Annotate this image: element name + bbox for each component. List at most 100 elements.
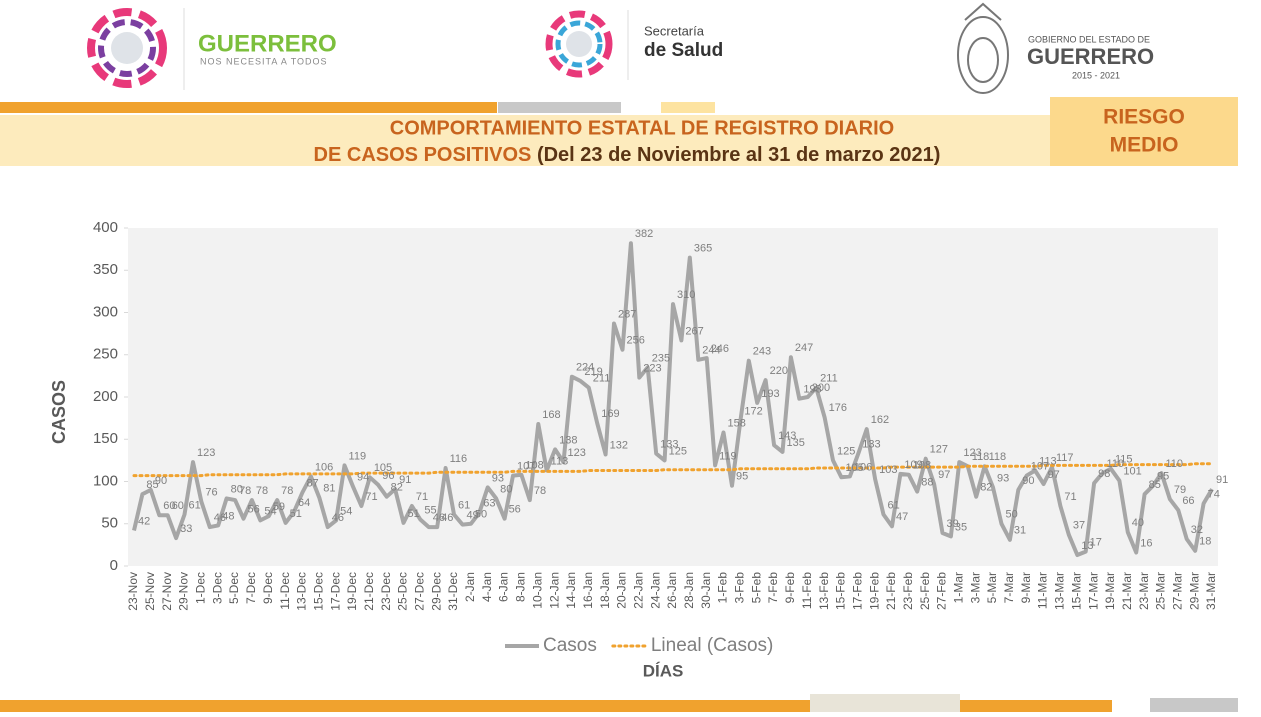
gov-name: GUERRERO xyxy=(1027,44,1154,69)
data-label: 132 xyxy=(610,439,628,451)
data-label: 133 xyxy=(862,439,880,451)
x-tick-label: 13-Mar xyxy=(1053,572,1067,610)
data-label: 138 xyxy=(559,434,577,446)
data-label: 109 xyxy=(904,459,922,471)
data-label: 80 xyxy=(500,483,512,495)
data-label: 91 xyxy=(399,474,411,486)
title-range: (Del 23 de Noviembre al 31 de marzo 2021… xyxy=(537,144,941,166)
y-axis-title: CASOS xyxy=(49,380,69,444)
x-tick-label: 23-Dec xyxy=(379,572,393,611)
x-tick-label: 5-Dec xyxy=(227,572,241,604)
x-tick-label: 7-Feb xyxy=(766,572,780,604)
gov-line: GOBIERNO DEL ESTADO DE xyxy=(1028,34,1150,44)
x-tick-label: 18-Jan xyxy=(598,572,612,609)
data-label: 66 xyxy=(1182,495,1194,507)
data-label: 125 xyxy=(837,445,855,457)
data-label: 247 xyxy=(795,342,813,354)
data-label: 13 xyxy=(1081,540,1093,552)
data-label: 71 xyxy=(365,491,377,503)
x-tick-label: 21-Dec xyxy=(362,572,376,611)
x-tick-label: 30-Jan xyxy=(699,572,713,609)
data-label: 119 xyxy=(349,450,367,462)
x-tick-label: 21-Feb xyxy=(884,572,898,610)
data-label: 108 xyxy=(913,460,931,472)
x-tick-label: 9-Dec xyxy=(261,572,275,604)
data-label: 79 xyxy=(1174,484,1186,496)
data-label: 81 xyxy=(323,482,335,494)
x-tick-label: 5-Feb xyxy=(749,572,763,604)
x-tick-label: 20-Jan xyxy=(615,572,629,609)
dept-line: de Salud xyxy=(644,40,723,61)
x-tick-label: 9-Mar xyxy=(1019,572,1033,603)
x-tick-label: 7-Mar xyxy=(1002,572,1016,603)
y-tick-label: 250 xyxy=(93,346,118,363)
x-tick-label: 19-Dec xyxy=(345,572,359,611)
data-label: 107 xyxy=(517,460,535,472)
data-label: 71 xyxy=(1064,491,1076,503)
data-label: 193 xyxy=(761,388,779,400)
dept-line: Secretaría xyxy=(644,23,705,38)
x-tick-label: 3-Dec xyxy=(210,572,224,604)
x-tick-label: 7-Dec xyxy=(244,572,258,604)
data-label: 18 xyxy=(1199,536,1211,548)
data-line xyxy=(132,241,1214,557)
data-label: 59 xyxy=(273,501,285,513)
data-label: 116 xyxy=(450,453,468,465)
risk-text: RIESGO xyxy=(1103,106,1185,129)
data-label: 117 xyxy=(1056,452,1074,464)
data-label: 223 xyxy=(643,362,661,374)
y-tick-label: 100 xyxy=(93,472,118,489)
data-label: 82 xyxy=(980,482,992,494)
data-label: 93 xyxy=(997,472,1009,484)
x-tick-label: 17-Mar xyxy=(1086,572,1100,610)
x-tick-label: 27-Feb xyxy=(935,572,949,610)
data-label: 113 xyxy=(551,455,569,467)
data-label: 78 xyxy=(256,485,268,497)
data-label: 88 xyxy=(921,477,933,489)
data-label: 106 xyxy=(854,461,872,473)
legend: Casos Lineal (Casos) xyxy=(505,635,773,656)
data-label: 244 xyxy=(702,345,720,357)
data-label: 105 xyxy=(845,462,863,474)
data-label: 90 xyxy=(155,475,167,487)
legend-label: Lineal (Casos) xyxy=(651,635,774,656)
y-tick-label: 400 xyxy=(93,219,118,236)
stripe xyxy=(0,102,497,113)
stripe xyxy=(661,102,715,113)
logo-center xyxy=(545,10,613,78)
data-label: 96 xyxy=(382,470,394,482)
data-label: 54 xyxy=(264,505,276,517)
x-tick-label: 10-Jan xyxy=(530,572,544,609)
data-label: 135 xyxy=(786,437,804,449)
data-label: 162 xyxy=(871,414,889,426)
data-label: 61 xyxy=(189,499,201,511)
data-label: 127 xyxy=(930,444,948,456)
data-label: 49 xyxy=(466,510,478,522)
title: DE CASOS POSITIVOS (Del 23 de Noviembre … xyxy=(314,144,941,166)
x-tick-label: 26-Jan xyxy=(665,572,679,609)
data-label: 46 xyxy=(214,512,226,524)
data-label: 91 xyxy=(1216,474,1228,486)
x-tick-label: 24-Jan xyxy=(648,572,662,609)
data-label: 85 xyxy=(1149,479,1161,491)
data-label: 94 xyxy=(357,471,369,483)
x-tick-label: 6-Jan xyxy=(497,572,511,602)
x-tick-label: 2-Jan xyxy=(463,572,477,602)
data-label: 287 xyxy=(618,308,636,320)
x-tick-label: 15-Dec xyxy=(311,572,325,611)
data-label: 40 xyxy=(1132,517,1144,529)
data-label: 256 xyxy=(626,335,644,347)
data-label: 42 xyxy=(138,515,150,527)
plot-area xyxy=(128,228,1218,566)
data-label: 76 xyxy=(205,487,217,499)
data-label: 97 xyxy=(938,469,950,481)
data-label: 219 xyxy=(584,366,602,378)
x-tick-label: 27-Dec xyxy=(413,572,427,611)
brand: GUERRERO xyxy=(198,30,337,57)
x-tick-label: 16-Jan xyxy=(581,572,595,609)
x-tick-label: 15-Mar xyxy=(1069,572,1083,610)
data-label: 87 xyxy=(306,477,318,489)
data-label: 110 xyxy=(1165,458,1183,470)
data-label: 35 xyxy=(955,521,967,533)
